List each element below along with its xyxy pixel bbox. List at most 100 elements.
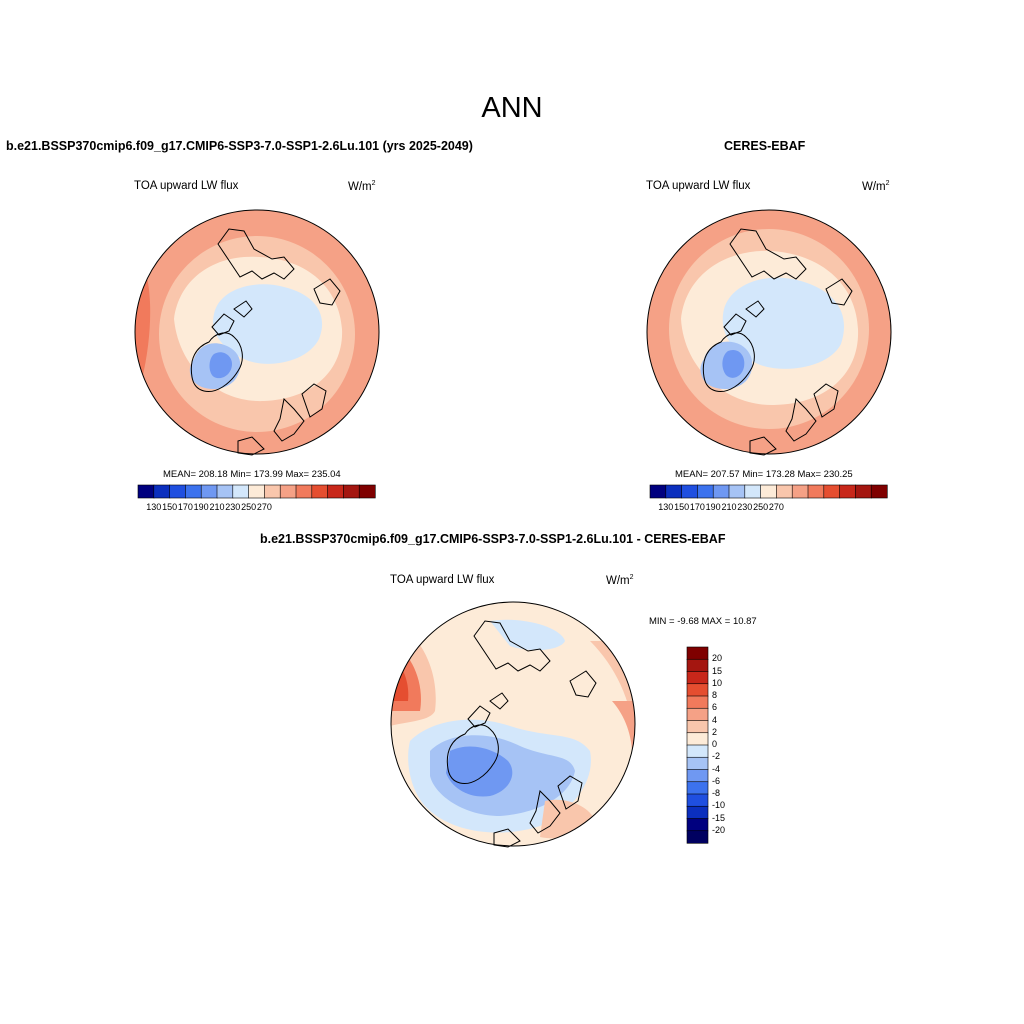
diff-colorbar-box (686, 720, 709, 734)
obs-colorbar-box (839, 484, 857, 499)
diff-colorbar-box (686, 830, 709, 844)
model-colorbar-tick-label: 190 (193, 502, 209, 512)
diff-panel-title: b.e21.BSSP370cmip6.f09_g17.CMIP6-SSP3-7.… (260, 532, 726, 546)
model-colorbar-box (169, 484, 187, 499)
diff-colorbar-tick-label: 20 (712, 653, 723, 664)
model-colorbar-tick-label: 250 (241, 502, 257, 512)
model-colorbar-tick-label: 150 (162, 502, 178, 512)
diff-colorbar-box (686, 818, 709, 832)
model-stats-text: MEAN= 208.18 Min= 173.99 Max= 235.04 (163, 469, 341, 480)
obs-colorbar-box (712, 484, 730, 499)
model-colorbar-box (153, 484, 171, 499)
diff-variable-label: TOA upward LW flux (390, 574, 495, 586)
obs-colorbar-box (728, 484, 746, 499)
obs-colorbar-box (776, 484, 793, 499)
diff-coastlines (446, 620, 597, 848)
model-colorbar-box (279, 484, 297, 499)
obs-colorbar-tick-label: 170 (689, 502, 705, 512)
model-colorbar-box (358, 484, 376, 499)
obs-colorbar-tick-label: 230 (737, 502, 753, 512)
obs-coastlines (702, 228, 853, 456)
diff-colorbar-box (686, 732, 709, 746)
diff-colorbar-tick-label: 8 (712, 690, 718, 700)
diff-colorbar-tick-label: 10 (712, 677, 723, 688)
diff-field-north-cool (490, 619, 565, 651)
model-colorbar (137, 484, 376, 499)
diff-colorbar-labels: 20 15 10 8 6 4 2 0 -2 -4 -6 -8 -10 -15 -20 (712, 647, 752, 843)
diff-colorbar-box (686, 646, 709, 660)
figure-title: ANN (481, 92, 543, 124)
model-variable-label: TOA upward LW flux (134, 180, 239, 192)
diff-colorbar-tick-label: -4 (712, 763, 721, 774)
obs-field-greenland-core (722, 349, 745, 378)
obs-field-arctic-low (722, 277, 845, 369)
diff-colorbar-box (686, 671, 709, 685)
diff-colorbar-box (686, 683, 709, 697)
model-colorbar-box (311, 484, 329, 499)
model-field-arctic-low (213, 284, 323, 364)
diff-field-east-hot (612, 701, 635, 776)
model-colorbar-box (137, 484, 155, 499)
obs-colorbar-box (807, 484, 825, 499)
diff-colorbar-tick-label: -8 (712, 788, 721, 798)
obs-colorbar-tick-label: 190 (705, 502, 721, 512)
diff-colorbar-tick-label: 2 (712, 726, 718, 737)
obs-colorbar-box (697, 484, 714, 499)
diff-colorbar-box (686, 707, 709, 722)
model-colorbar-box (200, 484, 218, 499)
model-panel-title: b.e21.BSSP370cmip6.f09_g17.CMIP6-SSP3-7.… (6, 139, 473, 153)
diff-colorbar-tick-label: -15 (712, 812, 726, 823)
model-polar-map (134, 209, 380, 456)
diff-field-west-core (391, 656, 409, 701)
diff-colorbar-tick-label: -6 (712, 775, 721, 786)
model-colorbar-box (216, 484, 234, 499)
obs-colorbar-tick-label: 270 (768, 502, 784, 512)
obs-colorbar-tick-label: 150 (674, 502, 690, 512)
model-coastlines (190, 228, 341, 456)
diff-colorbar-box (686, 695, 709, 709)
diff-colorbar-box (686, 793, 709, 807)
diff-colorbar-box (686, 658, 709, 673)
diff-colorbar-tick-label: 4 (712, 714, 718, 725)
model-field-greenland-core (209, 352, 232, 379)
model-colorbar-tick-label: 130 (146, 502, 162, 512)
obs-colorbar-box (870, 484, 888, 499)
diff-colorbar-tick-label: 0 (712, 739, 718, 749)
obs-variable-label: TOA upward LW flux (646, 180, 751, 192)
model-colorbar-tick-label: 170 (177, 502, 193, 512)
obs-colorbar-tick-label: 250 (753, 502, 769, 512)
model-colorbar-box (295, 484, 313, 499)
model-colorbar-box (343, 484, 360, 499)
model-colorbar-box (264, 484, 281, 499)
diff-colorbar-box (686, 744, 709, 758)
model-colorbar-box (232, 484, 250, 499)
obs-colorbar-box (855, 484, 872, 499)
diff-colorbar-box (686, 781, 709, 795)
diff-colorbar-box (686, 756, 709, 771)
model-units-label: W/m2 (348, 180, 376, 193)
obs-colorbar-box (760, 484, 777, 499)
obs-colorbar-box (744, 484, 762, 499)
diff-polar-map (390, 601, 636, 848)
diff-colorbar-tick-label: 6 (712, 702, 718, 713)
model-colorbar-tick-label: 270 (256, 502, 272, 512)
obs-colorbar (649, 484, 888, 499)
diff-colorbar-tick-label: 15 (712, 665, 723, 676)
obs-panel-title: CERES-EBAF (724, 139, 806, 153)
model-colorbar-box (185, 484, 202, 499)
obs-polar-map (646, 209, 892, 456)
obs-stats-text: MEAN= 207.57 Min= 173.28 Max= 230.25 (675, 469, 853, 480)
obs-colorbar-tick-label: 130 (658, 502, 674, 512)
diff-colorbar-tick-label: -10 (712, 800, 726, 811)
diff-units-label: W/m2 (606, 574, 634, 587)
obs-colorbar-labels: 130 150 170 190 210 230 250 270 (650, 502, 887, 516)
obs-colorbar-box (665, 484, 683, 499)
model-colorbar-labels: 130 150 170 190 210 230 250 270 (138, 502, 375, 516)
model-colorbar-tick-label: 210 (209, 502, 225, 512)
diff-colorbar-box (686, 769, 709, 783)
obs-colorbar-box (791, 484, 809, 499)
model-colorbar-box (327, 484, 345, 499)
obs-colorbar-box (649, 484, 667, 499)
obs-colorbar-box (823, 484, 841, 499)
diff-colorbar-tick-label: -20 (712, 824, 726, 835)
